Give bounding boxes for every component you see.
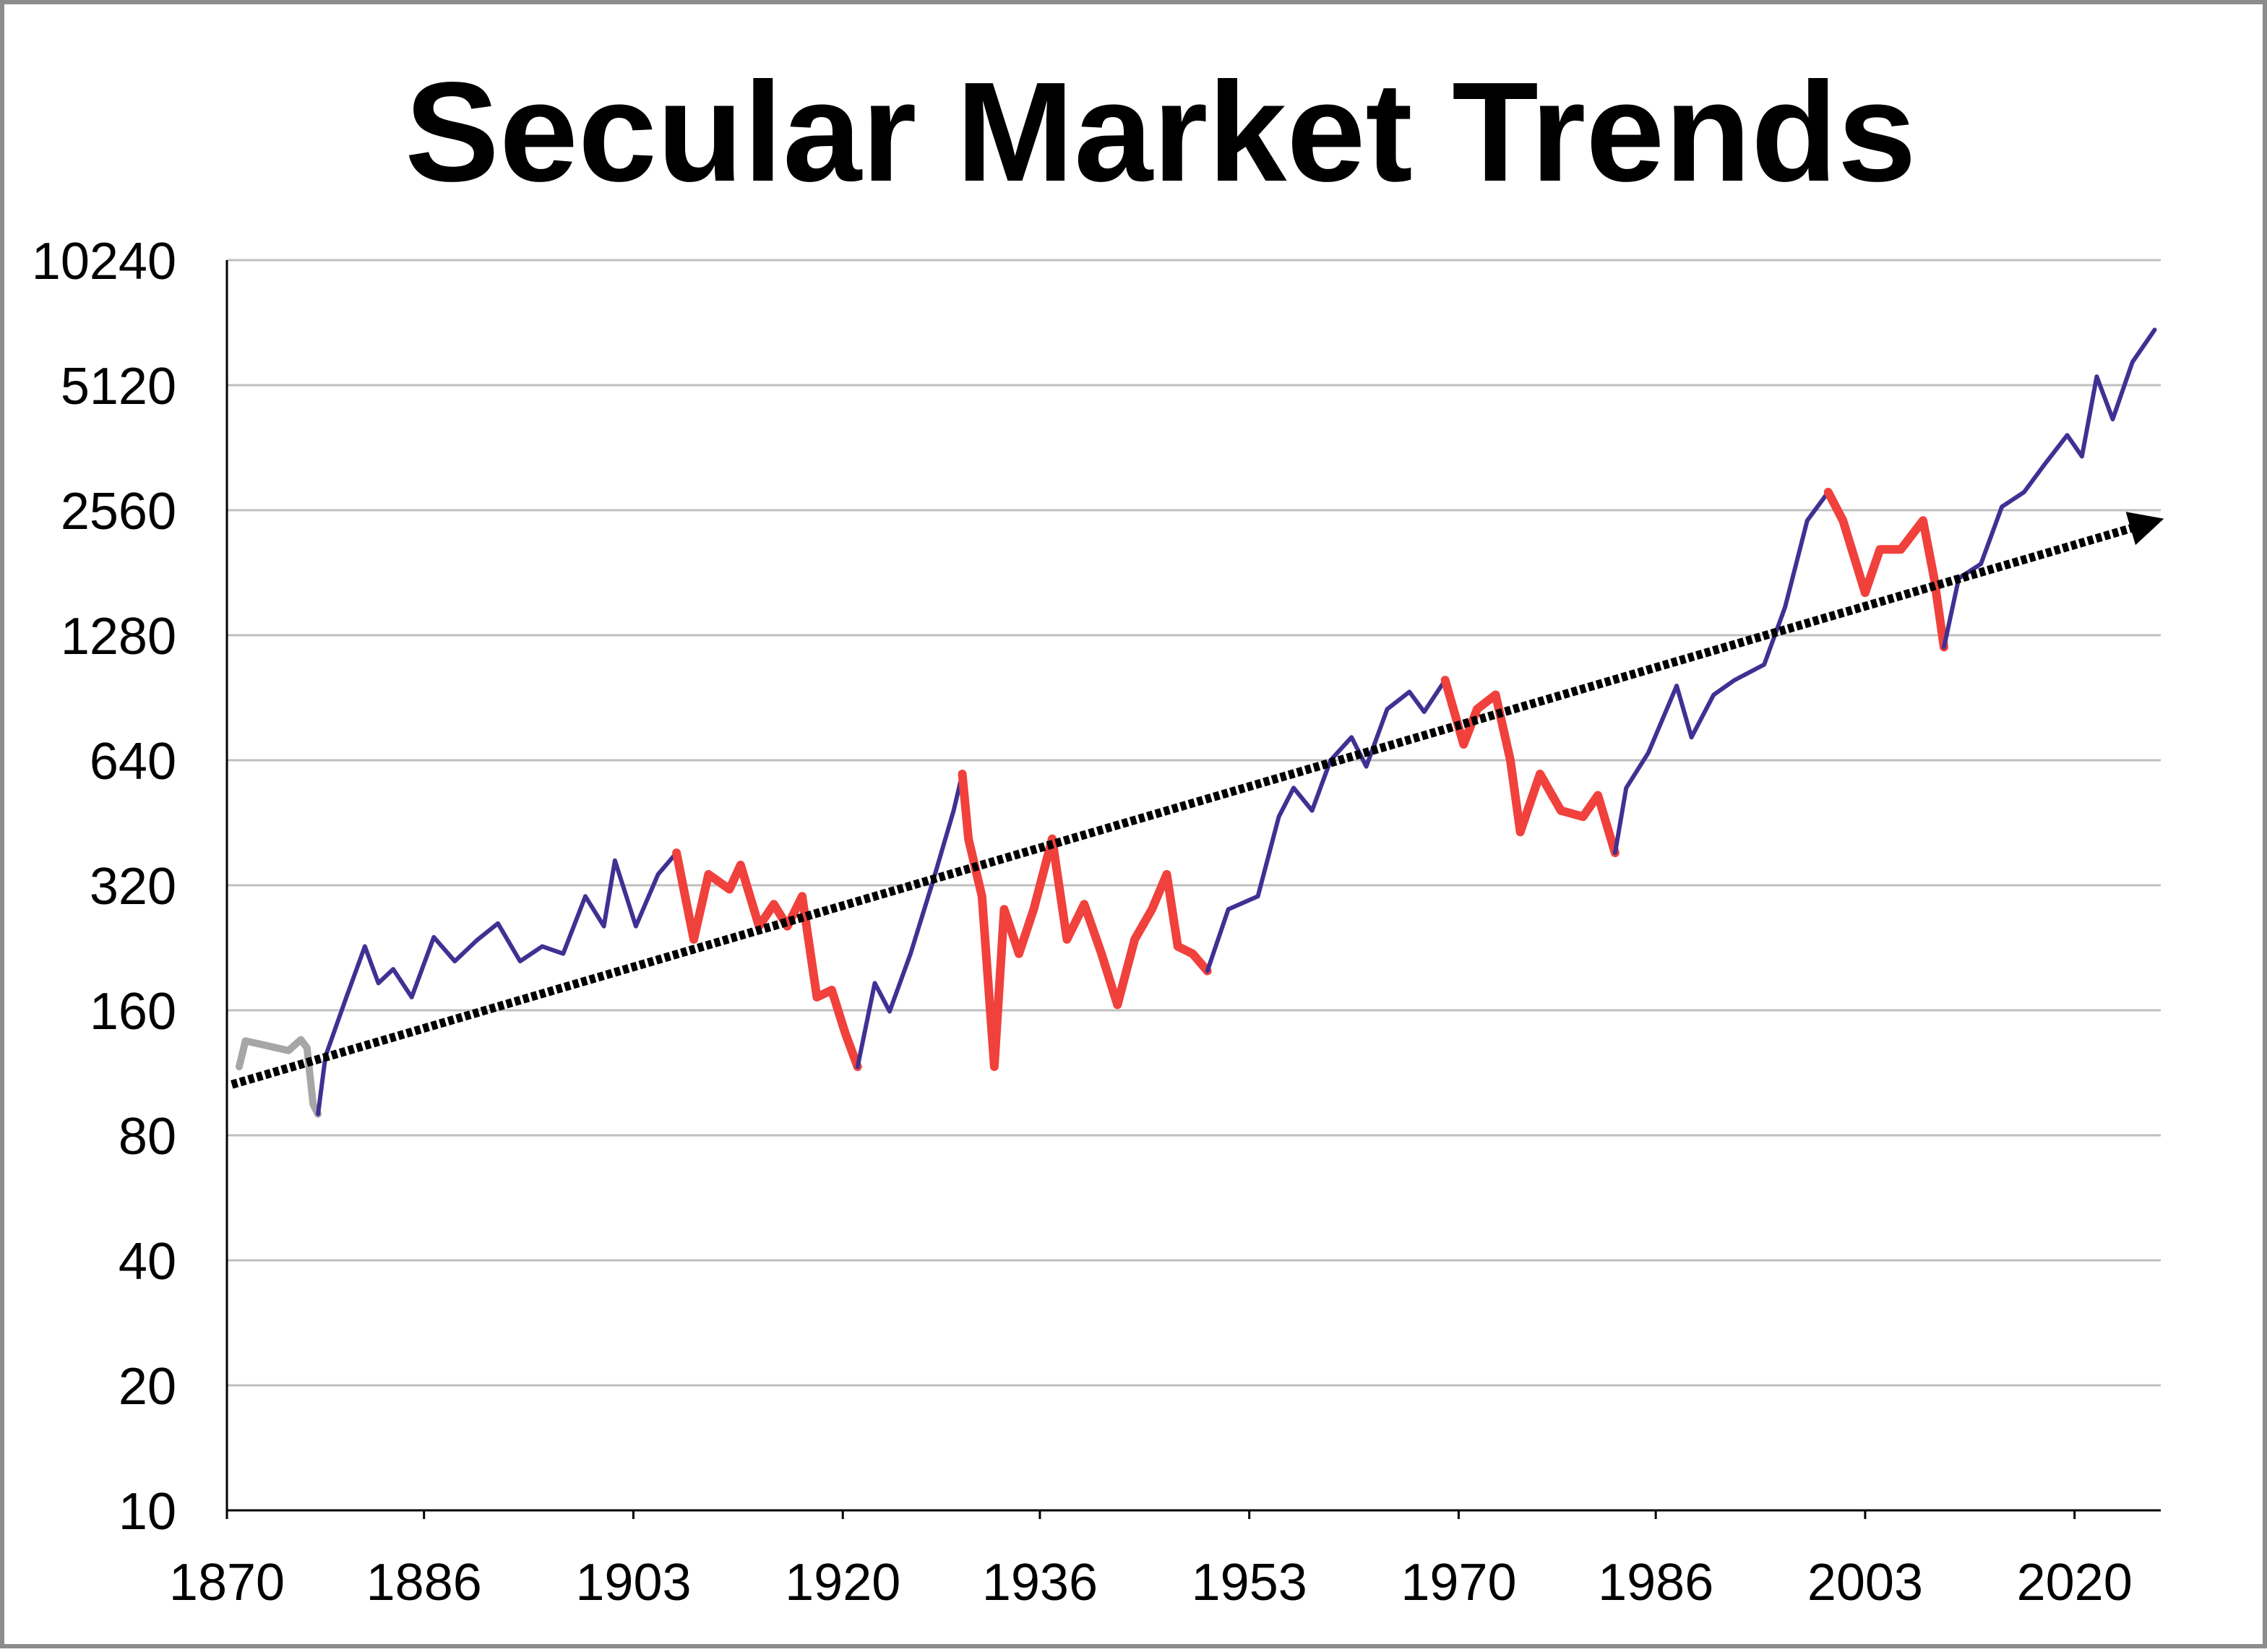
y-tick-label: 10240: [32, 233, 176, 291]
axes: 10 20 40 80 160 320 640 1280 2560 5120 10240 1870 18…: [32, 233, 2161, 1612]
x-tick-label: 2003: [1807, 1554, 1923, 1612]
line-segment: [1942, 327, 2157, 650]
x-tick-label: 1936: [982, 1554, 1098, 1612]
y-tick-label: 1280: [61, 608, 176, 666]
x-tick-label: 1986: [1598, 1554, 1713, 1612]
line-segment: [236, 1036, 322, 1118]
x-tick-label: 1886: [366, 1554, 482, 1612]
y-tick-label: 5120: [61, 358, 176, 416]
y-tick-label: 160: [90, 983, 176, 1041]
x-tick-label: 2020: [2017, 1554, 2133, 1612]
y-tick-label: 80: [119, 1108, 176, 1166]
line-segment: [1823, 488, 1948, 652]
y-tick-label: 640: [90, 733, 176, 791]
x-tick-label: 1970: [1401, 1554, 1516, 1612]
trend-line: [231, 512, 2164, 1089]
x-tick-label: 1920: [785, 1554, 900, 1612]
y-tick-label: 20: [119, 1358, 176, 1416]
line-segment: [316, 851, 679, 1117]
y-tick-label: 10: [119, 1483, 176, 1541]
line-segment: [672, 848, 862, 1072]
chart-title: Secular Market Trends: [405, 53, 1917, 211]
y-tick-label: 320: [90, 858, 176, 916]
x-tick-label: 1870: [169, 1554, 285, 1612]
line-segment: [855, 772, 965, 1070]
y-tick-label: 40: [119, 1233, 176, 1291]
line-segment: [958, 770, 1212, 1072]
line-segment: [1612, 490, 1831, 856]
lines: [231, 327, 2164, 1118]
y-tick-label: 2560: [61, 483, 176, 541]
x-tick-label: 1903: [575, 1554, 691, 1612]
x-tick-label: 1953: [1192, 1554, 1307, 1612]
